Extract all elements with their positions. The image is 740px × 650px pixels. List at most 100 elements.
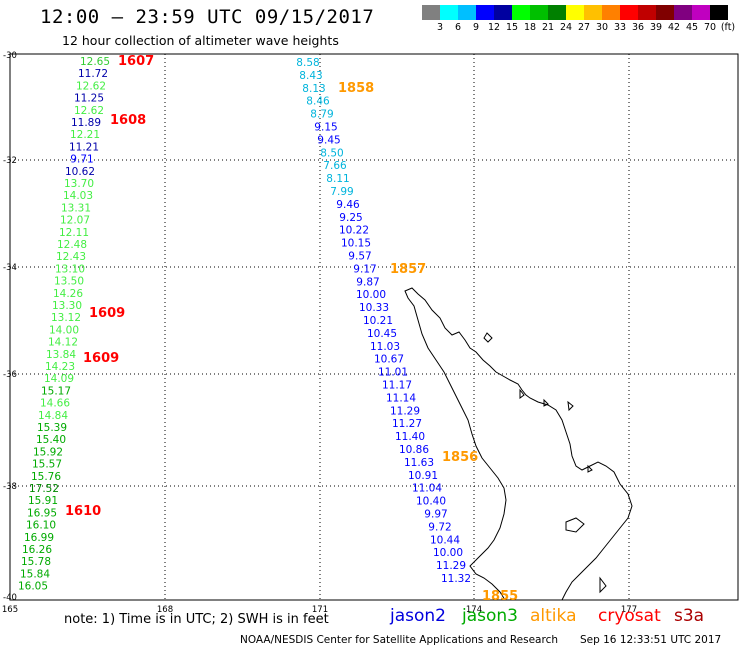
east-track-value: 10.21 <box>363 315 393 327</box>
west-track-value: 13.12 <box>51 312 81 324</box>
colorbar-swatch <box>710 5 728 20</box>
east-track-value: 8.50 <box>320 147 343 159</box>
east-track-value: 10.91 <box>408 470 438 482</box>
longitude-label: 168 <box>157 605 173 615</box>
west-track-value: 13.31 <box>61 202 91 214</box>
east-track-value: 8.43 <box>299 70 322 82</box>
west-track-value: 10.62 <box>65 166 95 178</box>
east-track-value: 11.63 <box>404 457 434 469</box>
east-track-value: 9.97 <box>424 509 447 521</box>
latitude-labels: -30 -32 -34 -36 -38 -40 <box>3 51 17 603</box>
east-pass-time: 1858 <box>338 81 374 96</box>
west-track-value: 16.26 <box>22 544 52 556</box>
east-track-value: 10.67 <box>374 354 404 366</box>
west-track-value: 15.57 <box>32 459 62 471</box>
colorbar-swatch <box>458 5 476 20</box>
colorbar-swatch <box>602 5 620 20</box>
east-track-value: 11.29 <box>390 405 420 417</box>
colorbar-label: 39 <box>649 22 663 33</box>
west-track-value: 15.39 <box>37 422 67 434</box>
colorbar-label: 15 <box>505 22 519 33</box>
west-track-value: 14.84 <box>38 410 68 422</box>
colorbar-legend <box>422 5 728 20</box>
colorbar-label: 70 <box>703 22 717 33</box>
latitude-label: -38 <box>3 482 17 492</box>
east-track-values: 8.588.438.138.468.799.159.458.507.668.11… <box>296 57 471 585</box>
colorbar-swatch <box>620 5 638 20</box>
east-track-value: 10.00 <box>433 547 463 559</box>
east-track-value: 10.22 <box>339 225 369 237</box>
east-track-value: 10.44 <box>430 534 460 546</box>
east-track-value: 8.79 <box>310 109 333 121</box>
west-pass-time: 1608 <box>110 113 146 128</box>
latitude-label: -40 <box>3 593 17 603</box>
colorbar-swatch <box>656 5 674 20</box>
colorbar-swatch <box>692 5 710 20</box>
mission-jason2: jason2 <box>390 606 446 626</box>
east-track-value: 10.15 <box>341 238 371 250</box>
west-pass-time: 1609 <box>89 306 125 321</box>
footer-note: note: 1) Time is in UTC; 2) SWH is in fe… <box>64 612 329 627</box>
east-track-value: 8.13 <box>302 83 325 95</box>
latitude-label: -32 <box>3 156 17 166</box>
west-track-value: 16.10 <box>26 520 56 532</box>
longitude-label: 177 <box>621 605 637 615</box>
mission-altika: altika <box>530 606 577 626</box>
east-track-value: 9.46 <box>336 199 360 211</box>
east-track-value: 7.66 <box>323 160 347 172</box>
west-track-value: 11.72 <box>78 68 108 80</box>
east-track-value: 9.57 <box>348 251 371 263</box>
west-track-value: 14.09 <box>44 373 74 385</box>
east-track-value: 11.01 <box>378 367 408 379</box>
east-track-value: 9.87 <box>356 276 379 288</box>
east-track-value: 11.04 <box>412 483 442 495</box>
latitude-label: -34 <box>3 263 17 273</box>
east-track-value: 11.14 <box>386 392 416 404</box>
west-track-value: 17.52 <box>29 483 59 495</box>
east-track-value: 7.99 <box>330 186 353 198</box>
east-track-value: 10.86 <box>399 444 429 456</box>
latitude-label: -36 <box>3 370 17 380</box>
west-pass-time: 1607 <box>118 54 154 69</box>
colorbar-swatch <box>584 5 602 20</box>
west-track-value: 12.48 <box>57 239 87 251</box>
colorbar-label: 24 <box>559 22 573 33</box>
mission-cryosat: cryosat <box>598 606 661 626</box>
east-track-value: 11.03 <box>370 341 400 353</box>
east-track-value: 9.72 <box>428 521 451 533</box>
west-track-value: 13.30 <box>52 300 82 312</box>
pass-time-labels: 1607 1608 1609 1609 1610 1858 1857 1856 1855 <box>65 54 518 604</box>
colorbar-label: 45 <box>685 22 699 33</box>
west-track-value: 14.03 <box>63 190 93 202</box>
page-subtitle: 12 hour collection of altimeter wave hei… <box>62 33 339 48</box>
colorbar-label: 42 <box>667 22 681 33</box>
east-track-value: 11.32 <box>441 573 471 585</box>
west-track-value: 12.07 <box>60 215 90 227</box>
east-track-value: 9.15 <box>314 122 337 134</box>
colorbar-swatch <box>548 5 566 20</box>
west-track-value: 12.62 <box>74 105 104 117</box>
colorbar-label: 30 <box>595 22 609 33</box>
west-track-value: 15.40 <box>36 434 66 446</box>
west-track-values: 12.6511.7212.6211.2512.6211.8912.2111.21… <box>18 56 110 593</box>
west-track-value: 12.21 <box>70 129 100 141</box>
colorbar-label: 9 <box>472 22 480 33</box>
east-track-value: 11.40 <box>395 431 425 443</box>
map-gridlines <box>10 54 738 600</box>
colorbar-swatch <box>530 5 548 20</box>
colorbar-label: 27 <box>577 22 591 33</box>
west-track-value: 12.65 <box>80 56 110 68</box>
credit-timestamp: Sep 16 12:33:51 UTC 2017 <box>580 634 722 646</box>
west-pass-time: 1609 <box>83 351 119 366</box>
colorbar-label: 6 <box>454 22 462 33</box>
east-track-value: 10.40 <box>416 496 446 508</box>
colorbar-swatch <box>512 5 530 20</box>
east-track-value: 9.17 <box>353 263 376 275</box>
longitude-label: 174 <box>466 605 482 615</box>
longitude-label: 171 <box>312 605 328 615</box>
colorbar-swatch <box>422 5 440 20</box>
east-track-value: 11.29 <box>436 560 466 572</box>
colorbar-label: 12 <box>487 22 501 33</box>
west-track-value: 12.11 <box>59 227 89 239</box>
mission-jason3: jason3 <box>462 606 518 626</box>
